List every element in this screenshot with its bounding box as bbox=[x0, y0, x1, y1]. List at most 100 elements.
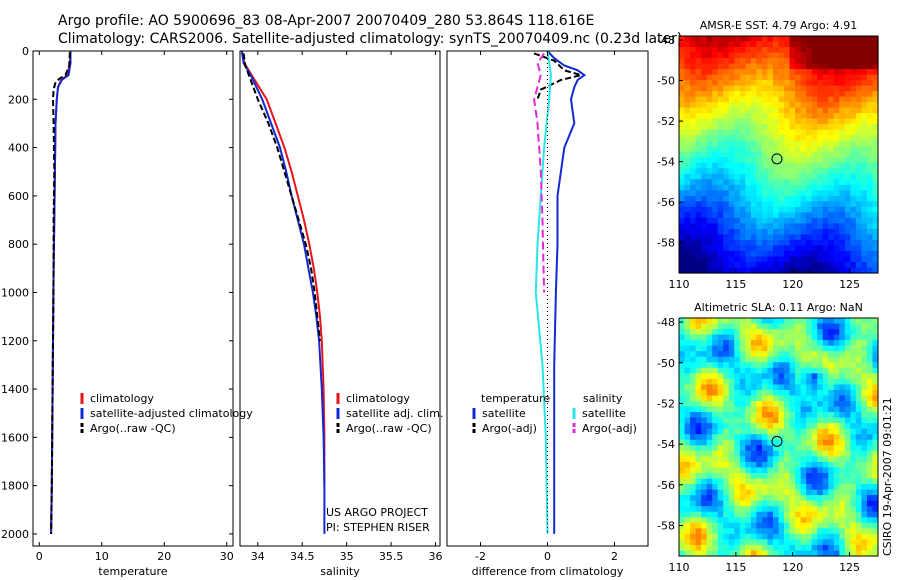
heatmap-cell bbox=[745, 52, 752, 59]
heatmap-cell bbox=[817, 63, 824, 70]
heatmap-cell bbox=[723, 239, 730, 247]
heatmap-cell bbox=[745, 318, 752, 325]
heatmap-cell bbox=[850, 124, 857, 131]
heatmap-cell bbox=[723, 85, 730, 92]
heatmap-cell bbox=[734, 36, 741, 43]
heatmap-cell bbox=[723, 384, 730, 391]
heatmap-cell bbox=[778, 69, 785, 76]
heatmap-cell bbox=[695, 47, 702, 54]
heatmap-cell bbox=[800, 450, 807, 457]
heatmap-cell bbox=[866, 401, 874, 408]
heatmap-cell bbox=[712, 484, 719, 491]
heatmap-cell bbox=[844, 217, 851, 224]
heatmap-cell bbox=[811, 239, 818, 247]
heatmap-cell bbox=[839, 80, 846, 87]
heatmap-cell bbox=[811, 367, 818, 374]
heatmap-cell bbox=[739, 389, 746, 397]
heatmap-cell bbox=[789, 323, 796, 330]
heatmap-cell bbox=[784, 36, 791, 43]
heatmap-cell bbox=[784, 85, 791, 92]
heatmap-cell bbox=[728, 495, 735, 502]
heatmap-cell bbox=[784, 256, 791, 263]
heatmap-cell bbox=[855, 334, 863, 341]
heatmap-cell bbox=[690, 250, 697, 258]
heatmap-cell bbox=[822, 467, 829, 474]
heatmap-cell bbox=[723, 212, 730, 219]
heatmap-cell bbox=[767, 80, 774, 87]
heatmap-cell bbox=[861, 250, 868, 258]
heatmap-cell bbox=[679, 340, 686, 347]
map-title: Altimetric SLA: 0.11 Argo: NaN bbox=[694, 301, 863, 314]
heatmap-cell bbox=[811, 47, 818, 54]
heatmap-cell bbox=[822, 445, 829, 452]
heatmap-cell bbox=[811, 217, 818, 224]
heatmap-cell bbox=[866, 96, 874, 103]
heatmap-cell bbox=[784, 384, 791, 391]
heatmap-cell bbox=[679, 450, 686, 457]
heatmap-cell bbox=[690, 373, 697, 380]
heatmap-cell bbox=[706, 434, 713, 441]
series-line-argo-raw-qc- bbox=[50, 52, 71, 534]
heatmap-cell bbox=[855, 378, 863, 386]
heatmap-cell bbox=[861, 228, 868, 236]
heatmap-cell bbox=[723, 135, 730, 142]
heatmap-cell bbox=[806, 522, 813, 529]
heatmap-cell bbox=[750, 267, 757, 274]
heatmap-cell bbox=[833, 261, 840, 269]
heatmap-cell bbox=[778, 228, 785, 236]
heatmap-cell bbox=[712, 318, 719, 325]
heatmap-cell bbox=[833, 69, 840, 76]
heatmap-cell bbox=[679, 36, 686, 43]
heatmap-cell bbox=[767, 539, 774, 546]
heatmap-cell bbox=[690, 162, 697, 169]
heatmap-cell bbox=[734, 256, 741, 263]
heatmap-cell bbox=[866, 228, 874, 236]
heatmap-cell bbox=[811, 162, 818, 169]
heatmap-cell bbox=[817, 234, 824, 241]
heatmap-cell bbox=[844, 340, 851, 347]
heatmap-cell bbox=[739, 217, 746, 224]
heatmap-cell bbox=[761, 151, 769, 158]
heatmap-cell bbox=[712, 140, 719, 147]
heatmap-cell bbox=[728, 511, 735, 518]
heatmap-cell bbox=[723, 544, 730, 552]
heatmap-cell bbox=[706, 91, 713, 98]
heatmap-cell bbox=[784, 389, 791, 397]
heatmap-cell bbox=[695, 533, 702, 540]
heatmap-cell bbox=[767, 340, 774, 347]
heatmap-cell bbox=[761, 173, 769, 180]
heatmap-cell bbox=[684, 395, 691, 402]
heatmap-cell bbox=[690, 124, 697, 131]
heatmap-cell bbox=[850, 517, 857, 524]
heatmap-cell bbox=[789, 239, 796, 247]
heatmap-cell bbox=[872, 389, 879, 397]
heatmap-cell bbox=[739, 406, 746, 413]
heatmap-cell bbox=[701, 250, 708, 258]
heatmap-cell bbox=[784, 495, 791, 502]
heatmap-cell bbox=[811, 135, 818, 142]
heatmap-cell bbox=[839, 450, 846, 457]
heatmap-cell bbox=[717, 63, 724, 70]
heatmap-cell bbox=[756, 80, 763, 87]
heatmap-cell bbox=[690, 329, 697, 336]
heatmap-cell bbox=[822, 318, 829, 325]
heatmap-cell bbox=[679, 434, 686, 441]
heatmap-cell bbox=[750, 146, 757, 153]
heatmap-cell bbox=[872, 495, 879, 502]
heatmap-cell bbox=[767, 107, 774, 114]
heatmap-cell bbox=[844, 250, 851, 258]
heatmap-cell bbox=[695, 102, 702, 109]
heatmap-cell bbox=[866, 135, 874, 142]
heatmap-cell bbox=[850, 511, 857, 518]
heatmap-cell bbox=[717, 151, 724, 158]
heatmap-cell bbox=[778, 201, 785, 208]
heatmap-cell bbox=[728, 96, 735, 103]
heatmap-cell bbox=[850, 334, 857, 341]
heatmap-cell bbox=[811, 323, 818, 330]
heatmap-cell bbox=[861, 522, 868, 529]
heatmap-cell bbox=[784, 41, 791, 48]
heatmap-cell bbox=[861, 417, 868, 424]
heatmap-cell bbox=[855, 201, 863, 208]
heatmap-cell bbox=[839, 351, 846, 358]
heatmap-cell bbox=[861, 506, 868, 513]
